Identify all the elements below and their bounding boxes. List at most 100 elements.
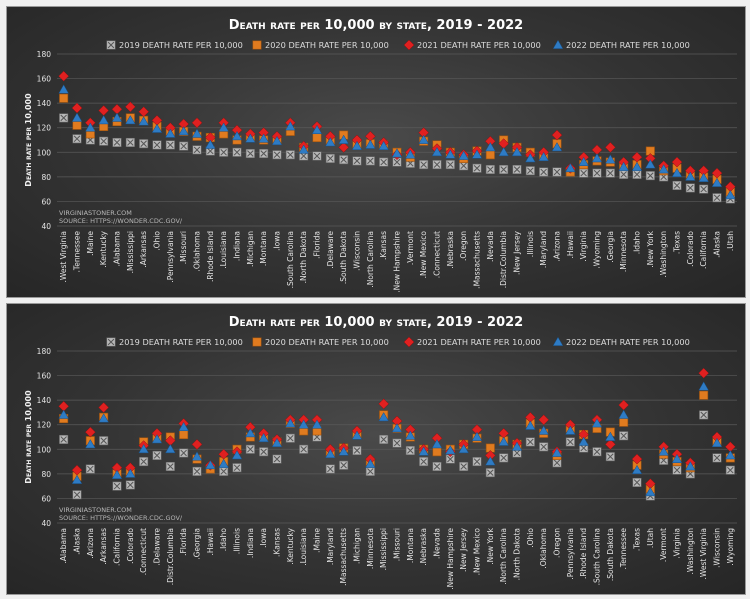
x-tick-label: .New York: [646, 230, 655, 267]
point-series-0: [59, 434, 69, 444]
point-series-0: [379, 157, 389, 167]
point-series-3: [71, 112, 83, 122]
point-series-3: [365, 458, 376, 468]
point-series-3: [311, 419, 323, 429]
point-series-2: [124, 101, 136, 113]
legend-marker-3: [552, 336, 564, 346]
point-series-3: [711, 437, 723, 447]
point-series-3: [565, 162, 576, 173]
x-tick-label: .Arkansas: [99, 528, 108, 565]
point-series-0: [165, 140, 175, 150]
point-series-0-x: [607, 169, 614, 177]
point-series-0: [179, 448, 189, 458]
watermark-source: SOURCE: HTTPS://WONDER.CDC.GOV/: [59, 514, 183, 522]
point-series-3: [245, 428, 256, 438]
x-tick-label: .Distr.Columbia: [499, 231, 508, 288]
x-tick-label: .West Virginia: [59, 231, 68, 283]
y-tick-label-3: 100: [37, 445, 52, 454]
legend-marker-0: [106, 40, 116, 50]
x-tick-label: .Maryland: [326, 528, 335, 565]
point-series-0-x: [87, 465, 94, 473]
point-series-0: [632, 477, 642, 487]
point-series-0: [419, 160, 429, 170]
point-series-0: [72, 490, 82, 500]
x-tick-label: .Washington: [659, 231, 668, 278]
chart-svg-alphabetical: Death rate per 10,000 by state, 2019 - 2…: [24, 315, 737, 590]
point-series-3: [151, 434, 163, 444]
watermark-source: SOURCE: HTTPS://WONDER.CDC.GOV/: [59, 217, 183, 225]
point-series-0-x: [433, 161, 441, 168]
x-tick-label: .New York: [486, 527, 495, 564]
x-tick-label: .Arizona: [86, 528, 95, 559]
y-tick-label-2: 80: [41, 470, 51, 479]
x-tick-label: .Pennsylvania: [566, 528, 575, 580]
point-series-0: [605, 168, 615, 178]
x-tick-label: .Texas: [633, 528, 642, 551]
x-tick-label: .Utah: [646, 528, 655, 548]
y-tick-label-7: 180: [37, 50, 52, 59]
point-series-2: [191, 117, 203, 129]
x-tick-label: .Missouri: [393, 528, 402, 561]
point-series-3: [431, 439, 443, 449]
point-series-0: [165, 461, 175, 471]
point-series-0-x: [273, 455, 281, 463]
point-series-2: [98, 402, 110, 413]
point-series-0-x: [647, 172, 654, 179]
point-series-0: [192, 466, 202, 476]
point-series-3: [351, 430, 363, 440]
point-series-1: [59, 93, 69, 103]
point-series-3: [311, 124, 323, 135]
point-series-0-x: [500, 166, 507, 173]
point-series-3: [231, 450, 243, 460]
x-tick-label: .Illinois: [233, 528, 242, 554]
point-series-0: [472, 163, 482, 173]
point-series-0: [232, 147, 242, 157]
point-series-0-x: [207, 147, 214, 155]
point-series-0: [619, 431, 629, 441]
point-series-3: [178, 421, 189, 432]
x-tick-label: .California: [113, 528, 122, 566]
point-series-3: [471, 431, 483, 441]
x-tick-label: .Virginia: [579, 231, 588, 262]
point-series-3: [498, 436, 509, 446]
point-series-0: [259, 447, 269, 457]
x-tick-label: .Iowa: [259, 528, 268, 548]
point-series-0-x: [340, 156, 347, 163]
point-series-0-x: [420, 161, 427, 168]
point-series-3: [258, 133, 269, 143]
point-series-3: [138, 443, 149, 454]
x-tick-label: .Nevada: [486, 231, 495, 262]
point-series-3: [458, 150, 469, 160]
point-series-0: [432, 160, 442, 170]
point-series-0: [712, 193, 722, 203]
x-tick-label: .South Dakota: [339, 231, 348, 284]
x-tick-label: .North Dakota: [513, 528, 522, 580]
x-axis: .West Virginia .Tennessee .Maine .Kentucky.…: [59, 230, 735, 292]
point-series-0: [99, 136, 109, 146]
watermark-site: VIRGINIASTONER.COM: [59, 506, 132, 514]
x-tick-label: .Minnesota: [366, 528, 375, 569]
point-series-0-x: [287, 434, 294, 442]
x-tick-label: .Alabama: [113, 231, 122, 266]
point-series-0-x: [167, 463, 174, 470]
data-points: [58, 70, 736, 204]
x-tick-label: .Washington: [686, 528, 695, 575]
point-series-0-x: [180, 449, 187, 457]
legend-marker-0-x: [107, 338, 115, 346]
point-series-0: [565, 437, 575, 447]
x-tick-label: .Wisconsin: [353, 231, 362, 271]
point-series-0-x: [553, 168, 561, 176]
point-series-3: [391, 423, 403, 433]
point-series-3: [205, 139, 216, 149]
x-tick-label: .Idaho: [633, 231, 642, 255]
x-tick-label: .Pennsylvania: [166, 231, 175, 283]
point-series-3: [85, 122, 96, 132]
point-series-0: [139, 457, 149, 467]
legend-label-0: 2019 DEATH RATE PER 10,000: [119, 337, 243, 347]
chart-panel-sorted: Death rate per 10,000 by state, 2019 - 2…: [6, 6, 746, 298]
legend-label-2: 2021 DEATH RATE PER 10,000: [417, 337, 541, 347]
point-series-0-x: [633, 479, 641, 486]
point-series-3: [511, 441, 523, 451]
point-series-3: [605, 154, 616, 164]
point-series-3: [551, 447, 563, 457]
